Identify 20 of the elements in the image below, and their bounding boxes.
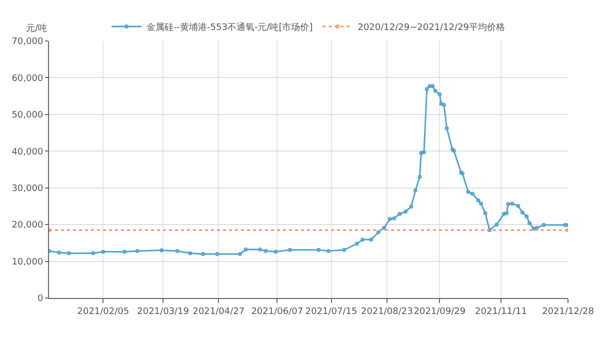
legend-label: 金属硅--黄埔港-553不通氧-元/吨[市场价]	[146, 22, 313, 34]
x-tick-label: 2021/08/23	[360, 306, 413, 317]
y-axis-title: 元/吨	[26, 23, 48, 34]
x-tick-label: 2021/09/29	[414, 306, 466, 317]
x-tick-label: 2021/02/05	[77, 306, 130, 317]
y-tick-label: 40,000	[12, 147, 44, 158]
y-tick-label: 50,000	[12, 110, 44, 121]
x-tick-label: 2021/07/15	[305, 306, 358, 317]
x-tick-label: 2021/11/11	[475, 306, 527, 317]
x-tick-label: 2021/06/07	[251, 306, 304, 317]
x-tick-label: 2021/03/19	[137, 306, 190, 317]
y-tick-label: 60,000	[12, 74, 44, 84]
y-tick-label: 70,000	[12, 37, 44, 48]
y-tick-label: 30,000	[12, 184, 44, 194]
y-tick-label: 10,000	[12, 257, 44, 268]
x-tick-label: 2021/12/28	[542, 306, 594, 317]
x-tick-label: 2021/04/27	[192, 306, 245, 317]
legend-label: 2020/12/29~2021/12/29平均价格	[358, 22, 506, 34]
y-tick-label: 20,000	[12, 220, 44, 231]
y-tick-label: 0	[37, 294, 44, 304]
